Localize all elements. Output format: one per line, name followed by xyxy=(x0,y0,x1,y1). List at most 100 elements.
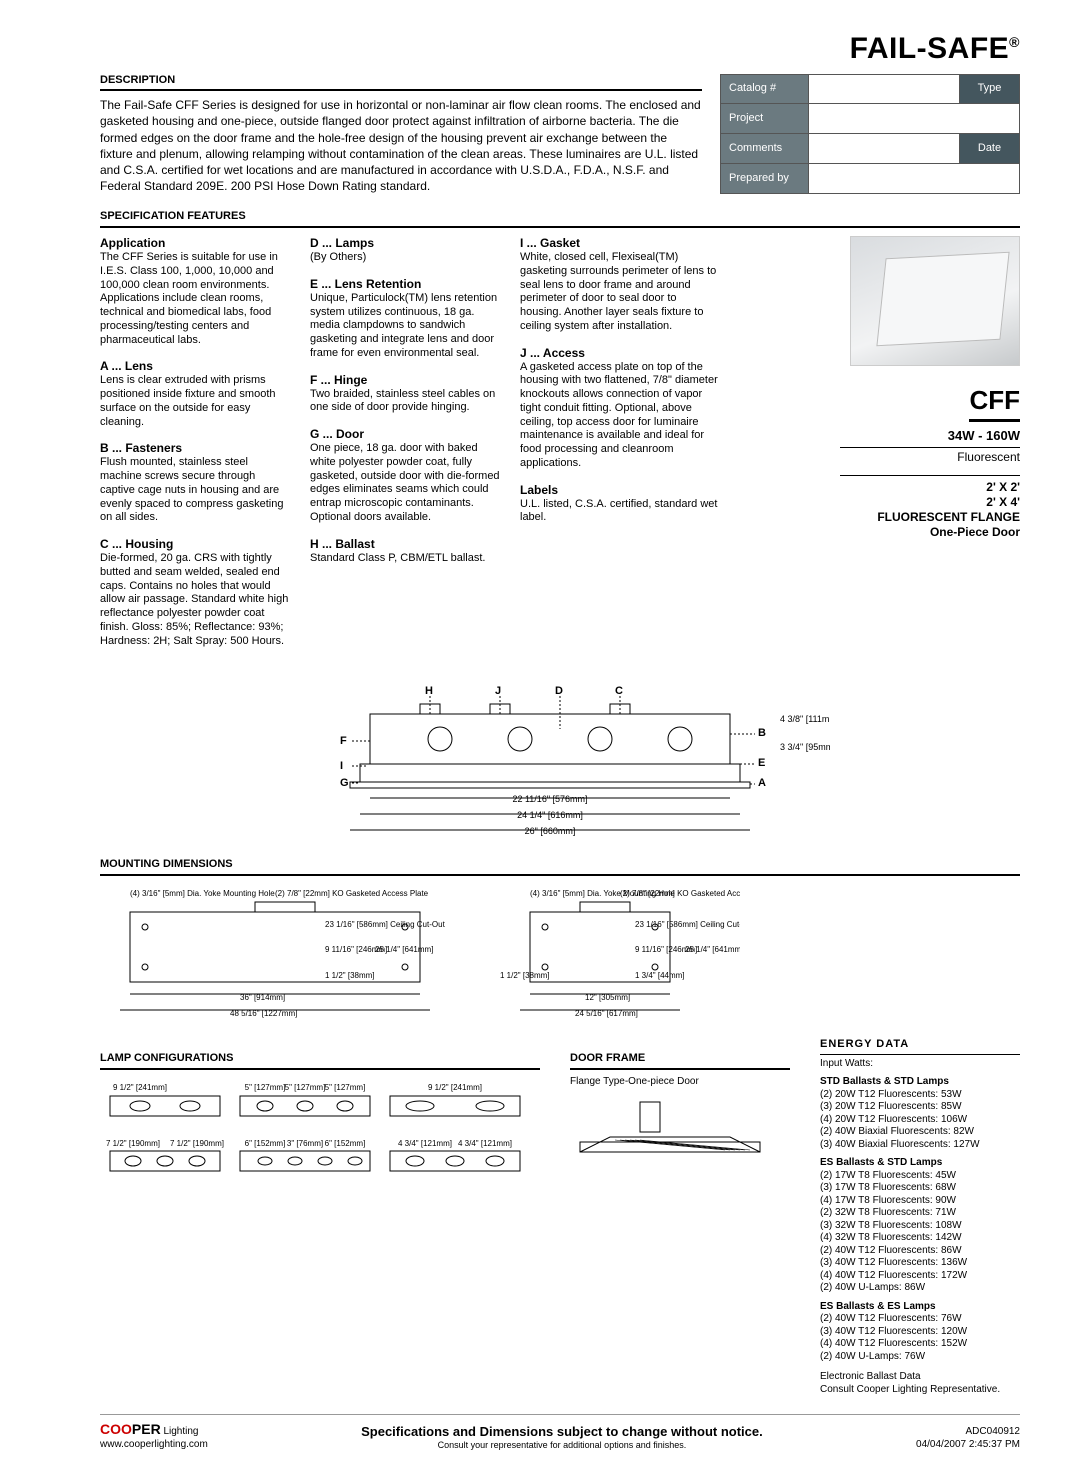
energy-foot1: Electronic Ballast Data xyxy=(820,1371,1020,1384)
svg-text:(2) 7/8" [22mm] KO Gasketed Ac: (2) 7/8" [22mm] KO Gasketed Access Plate xyxy=(275,889,429,898)
energy-group-head: STD Ballasts & STD Lamps xyxy=(820,1076,1020,1089)
footer-code: ADC040912 xyxy=(916,1426,1020,1439)
preparedby-label: Prepared by xyxy=(721,164,809,194)
feat-application-head: Application xyxy=(100,236,290,251)
lamp-config-diagram: 9 1/2" [241mm]5" [127mm]5" [127mm]5" [12… xyxy=(100,1076,540,1196)
feat-j-body: A gasketed access plate on top of the ho… xyxy=(520,361,720,471)
feat-e-head: E ... Lens Retention xyxy=(310,277,500,292)
energy-item: (3) 20W T12 Fluorescents: 85W xyxy=(820,1101,1020,1114)
feat-i-body: White, closed cell, Flexiseal(TM) gasket… xyxy=(520,251,720,334)
svg-text:G: G xyxy=(340,777,349,789)
svg-text:E: E xyxy=(758,757,765,769)
svg-text:3 3/4" [95mm]: 3 3/4" [95mm] xyxy=(780,742,830,752)
feat-application-body: The CFF Series is suitable for use in I.… xyxy=(100,251,290,347)
preparedby-value[interactable] xyxy=(809,164,1020,194)
energy-item: (2) 40W Biaxial Fluorescents: 82W xyxy=(820,1126,1020,1139)
footer-url: www.cooperlighting.com xyxy=(100,1439,208,1450)
svg-text:25 1/4" [641mm]: 25 1/4" [641mm] xyxy=(685,945,740,954)
date-label: Date xyxy=(960,134,1020,164)
svg-text:4 3/4" [121mm]: 4 3/4" [121mm] xyxy=(458,1139,512,1148)
feat-f-head: F ... Hinge xyxy=(310,373,500,388)
model-name: CFF xyxy=(969,384,1020,422)
energy-heading: ENERGY DATA xyxy=(820,1038,1020,1055)
footer-brand: COOPER Lighting www.cooperlighting.com xyxy=(100,1421,208,1451)
energy-group-head: ES Ballasts & ES Lamps xyxy=(820,1301,1020,1314)
svg-text:D: D xyxy=(555,685,563,697)
svg-text:5" [127mm]: 5" [127mm] xyxy=(285,1083,326,1092)
energy-group-head: ES Ballasts & STD Lamps xyxy=(820,1157,1020,1170)
energy-item: (3) 40W T12 Fluorescents: 136W xyxy=(820,1257,1020,1270)
model-door: One-Piece Door xyxy=(840,525,1020,540)
feat-c-body: Die-formed, 20 ga. CRS with tightly butt… xyxy=(100,552,290,648)
svg-text:22 11/16" [576mm]: 22 11/16" [576mm] xyxy=(512,794,587,804)
energy-item: (3) 17W T8 Fluorescents: 68W xyxy=(820,1182,1020,1195)
svg-text:24 1/4" [616mm]: 24 1/4" [616mm] xyxy=(517,810,583,820)
brand-title: FAIL-SAFE® xyxy=(100,30,1020,68)
energy-item: (2) 40W U-Lamps: 86W xyxy=(820,1282,1020,1295)
comments-value[interactable] xyxy=(809,134,960,164)
feat-j-head: J ... Access xyxy=(520,346,720,361)
svg-text:5" [127mm]: 5" [127mm] xyxy=(245,1083,286,1092)
cross-section-diagram: H J D C F I G B E A 22 11/16" [576mm] 24… xyxy=(290,674,830,844)
feat-labels-head: Labels xyxy=(520,483,720,498)
project-info-table: Catalog # Type Project Comments Date Pre… xyxy=(720,74,1020,195)
svg-text:23 1/16" [586mm] Ceiling Cut-O: 23 1/16" [586mm] Ceiling Cut-Out xyxy=(635,920,740,929)
svg-text:H: H xyxy=(425,685,433,697)
lamp-config-heading: LAMP CONFIGURATIONS xyxy=(100,1052,540,1070)
description-heading: DESCRIPTION xyxy=(100,74,702,92)
energy-item: (4) 20W T12 Fluorescents: 106W xyxy=(820,1114,1020,1127)
energy-item: (4) 40W T12 Fluorescents: 172W xyxy=(820,1270,1020,1283)
model-type: Fluorescent xyxy=(840,450,1020,465)
energy-item: (2) 40W U-Lamps: 76W xyxy=(820,1351,1020,1364)
feat-g-body: One piece, 18 ga. door with baked white … xyxy=(310,442,500,525)
energy-data: ENERGY DATA Input Watts: STD Ballasts & … xyxy=(820,1038,1020,1396)
energy-item: (4) 32W T8 Fluorescents: 142W xyxy=(820,1232,1020,1245)
svg-text:1 3/4" [44mm]: 1 3/4" [44mm] xyxy=(635,971,685,980)
svg-text:C: C xyxy=(615,685,623,697)
svg-text:7 1/2" [190mm]: 7 1/2" [190mm] xyxy=(170,1139,224,1148)
footer-subnotice: Consult your representative for addition… xyxy=(208,1440,916,1451)
doorframe-heading: DOOR FRAME xyxy=(570,1052,790,1070)
product-image xyxy=(850,236,1020,366)
energy-item: (4) 17W T8 Fluorescents: 90W xyxy=(820,1195,1020,1208)
feat-h-body: Standard Class P, CBM/ETL ballast. xyxy=(310,552,500,566)
model-size1: 2' X 2' xyxy=(840,480,1020,495)
svg-text:25 1/4" [641mm]: 25 1/4" [641mm] xyxy=(375,945,433,954)
description-text: The Fail-Safe CFF Series is designed for… xyxy=(100,97,702,194)
svg-text:J: J xyxy=(495,685,501,697)
feat-a-body: Lens is clear extruded with prisms posit… xyxy=(100,374,290,429)
energy-item: (2) 40W T12 Fluorescents: 76W xyxy=(820,1313,1020,1326)
feat-f-body: Two braided, stainless steel cables on o… xyxy=(310,388,500,416)
svg-text:4 3/4" [121mm]: 4 3/4" [121mm] xyxy=(398,1139,452,1148)
svg-text:7 1/2" [190mm]: 7 1/2" [190mm] xyxy=(106,1139,160,1148)
svg-text:1 1/2" [38mm]: 1 1/2" [38mm] xyxy=(500,971,550,980)
svg-text:4 3/8" [111mm]: 4 3/8" [111mm] xyxy=(780,714,830,724)
doorframe-diagram xyxy=(570,1092,770,1172)
footer-date: 04/04/2007 2:45:37 PM xyxy=(916,1439,1020,1452)
feat-c-head: C ... Housing xyxy=(100,537,290,552)
doorframe-caption: Flange Type-One-piece Door xyxy=(570,1076,790,1089)
energy-item: (3) 32W T8 Fluorescents: 108W xyxy=(820,1220,1020,1233)
spec-features-heading: SPECIFICATION FEATURES xyxy=(100,210,1020,228)
svg-text:5" [127mm]: 5" [127mm] xyxy=(325,1083,366,1092)
mounting-heading: MOUNTING DIMENSIONS xyxy=(100,858,1020,876)
feat-a-head: A ... Lens xyxy=(100,359,290,374)
svg-text:9 1/2" [241mm]: 9 1/2" [241mm] xyxy=(113,1083,167,1092)
energy-item: (3) 40W Biaxial Fluorescents: 127W xyxy=(820,1139,1020,1152)
type-label: Type xyxy=(960,74,1020,104)
svg-text:6" [152mm]: 6" [152mm] xyxy=(245,1139,286,1148)
energy-item: (4) 40W T12 Fluorescents: 152W xyxy=(820,1338,1020,1351)
energy-item: (2) 17W T8 Fluorescents: 45W xyxy=(820,1170,1020,1183)
catalog-label: Catalog # xyxy=(721,74,809,104)
model-watt: 34W - 160W xyxy=(840,428,1020,448)
catalog-value[interactable] xyxy=(809,74,960,104)
project-value[interactable] xyxy=(809,104,1020,134)
energy-item: (2) 40W T12 Fluorescents: 86W xyxy=(820,1245,1020,1258)
feat-b-head: B ... Fasteners xyxy=(100,441,290,456)
svg-text:F: F xyxy=(340,735,347,747)
energy-input: Input Watts: xyxy=(820,1058,1020,1071)
feat-e-body: Unique, Particulock(TM) lens retention s… xyxy=(310,292,500,361)
svg-text:B: B xyxy=(758,727,766,739)
feat-h-head: H ... Ballast xyxy=(310,537,500,552)
svg-text:(2) 7/8" [22mm] KO Gasketed Ac: (2) 7/8" [22mm] KO Gasketed Access Plate xyxy=(620,889,740,898)
